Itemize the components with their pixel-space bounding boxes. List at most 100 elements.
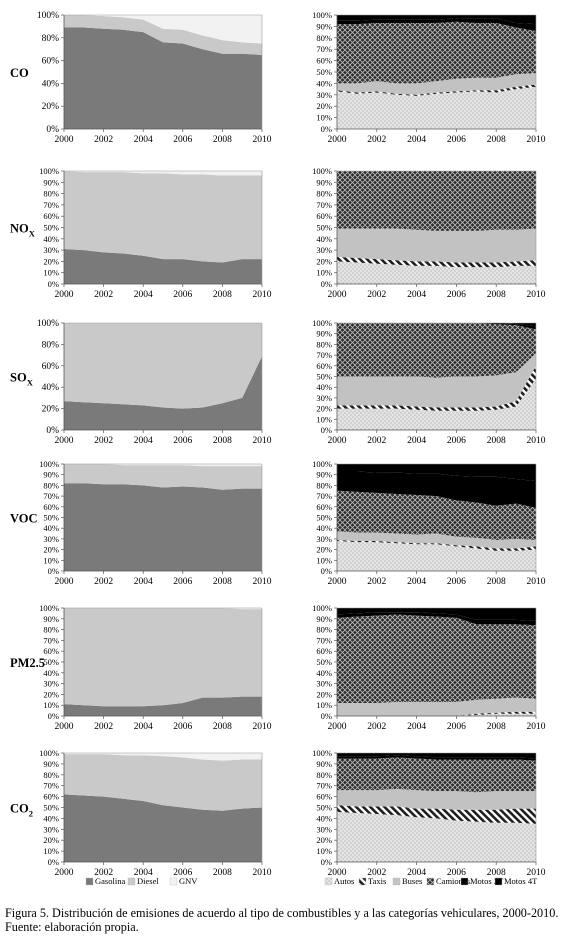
legend-label: GNV	[179, 876, 198, 886]
y-tick-label: 0%	[321, 711, 332, 721]
y-tick-label: 70%	[316, 200, 332, 210]
y-tick-label: 90%	[316, 614, 332, 624]
area-diesel	[64, 608, 262, 707]
x-tick-label: 2006	[447, 436, 466, 446]
row-label-subscript: 2	[29, 809, 33, 819]
x-tick-label: 2000	[328, 868, 347, 878]
x-tick-label: 2000	[328, 135, 347, 145]
y-tick-label: 0%	[321, 425, 332, 435]
y-tick-label: 50%	[43, 657, 59, 667]
area-autos	[337, 811, 536, 862]
row-label-main: NO	[10, 222, 29, 236]
area-diesel	[64, 171, 262, 263]
area-autos	[337, 86, 536, 129]
legend-label: Camiones	[436, 876, 470, 886]
area-gnv	[64, 753, 262, 761]
area-motos-4t	[337, 753, 536, 759]
y-tick-label: 90%	[316, 759, 332, 769]
legend-swatch	[426, 877, 435, 886]
area-taxis	[337, 540, 536, 551]
x-tick-label: 2004	[134, 722, 153, 732]
y-tick-label: 80%	[43, 189, 59, 199]
y-tick-label: 10%	[43, 268, 59, 278]
x-tick-label: 2004	[407, 577, 426, 587]
area-camiones	[337, 323, 536, 378]
x-tick-label: 2000	[55, 868, 74, 878]
x-tick-label: 2002	[367, 436, 386, 446]
y-tick-label: 70%	[43, 635, 59, 645]
y-tick-label: 70%	[316, 44, 332, 54]
caption-title: Figura 5. Distribución de emisiones de a…	[5, 906, 559, 920]
chart-9: 0%10%20%30%40%50%60%70%80%90%100% 2000 200…	[312, 603, 546, 732]
legend-swatch	[85, 877, 94, 886]
x-tick-label: 2010	[527, 290, 546, 300]
y-tick-label: 100%	[312, 459, 332, 469]
y-tick-label: 60%	[42, 57, 60, 67]
legend-item-autos: Autos	[324, 876, 354, 886]
x-tick-label: 2008	[213, 290, 232, 300]
y-tick-label: 70%	[316, 635, 332, 645]
row-label-subscript: X	[29, 229, 36, 239]
area-autos	[337, 541, 536, 571]
area-buses	[337, 531, 536, 549]
row-label: CO2	[10, 802, 33, 819]
x-tick-label: 2000	[328, 722, 347, 732]
y-tick-label: 20%	[316, 689, 332, 699]
x-tick-label: 2002	[367, 135, 386, 145]
y-tick-label: 100%	[39, 748, 59, 758]
x-tick-label: 2004	[134, 135, 153, 145]
area-buses	[337, 789, 536, 810]
area-camiones	[337, 757, 536, 793]
x-tick-label: 2004	[407, 135, 426, 145]
row-label-main: SO	[10, 371, 27, 385]
y-tick-label: 100%	[312, 748, 332, 758]
y-tick-label: 10%	[316, 700, 332, 710]
y-tick-label: 60%	[316, 792, 332, 802]
x-tick-label: 2010	[527, 135, 546, 145]
area-motos-4t	[337, 464, 536, 482]
y-tick-label: 60%	[316, 56, 332, 66]
area-buses	[337, 228, 536, 263]
y-tick-label: 20%	[316, 256, 332, 266]
y-tick-label: 20%	[43, 835, 59, 845]
x-tick-label: 2008	[213, 577, 232, 587]
y-tick-label: 60%	[316, 502, 332, 512]
area-gasolina	[64, 27, 262, 129]
x-tick-label: 2002	[94, 135, 113, 145]
y-tick-label: 30%	[43, 534, 59, 544]
area-gasolina	[64, 794, 262, 862]
x-tick-label: 2006	[447, 868, 466, 878]
y-tick-label: 90%	[316, 177, 332, 187]
y-tick-label: 100%	[39, 459, 59, 469]
x-tick-label: 2006	[447, 577, 466, 587]
x-tick-label: 2010	[253, 577, 272, 587]
legend-item-gnv: GNV	[169, 876, 198, 886]
legend-swatch	[324, 877, 333, 886]
y-tick-label: 0%	[48, 566, 59, 576]
y-tick-label: 30%	[43, 824, 59, 834]
x-tick-label: 2008	[213, 135, 232, 145]
y-tick-label: 0%	[321, 566, 332, 576]
x-tick-label: 2006	[173, 868, 192, 878]
area-motos-2t	[337, 612, 536, 626]
x-tick-label: 2002	[367, 722, 386, 732]
area-motos-2t	[337, 18, 536, 31]
x-tick-label: 2010	[253, 135, 272, 145]
x-tick-label: 2008	[487, 135, 506, 145]
y-tick-label: 100%	[39, 166, 59, 176]
y-tick-label: 80%	[43, 625, 59, 635]
row-label-main: CO	[10, 802, 29, 816]
x-tick-label: 2002	[94, 868, 113, 878]
y-tick-label: 60%	[316, 361, 332, 371]
y-tick-label: 20%	[43, 689, 59, 699]
x-tick-label: 2004	[134, 436, 153, 446]
y-tick-label: 60%	[43, 502, 59, 512]
y-tick-label: 70%	[316, 491, 332, 501]
y-tick-label: 100%	[312, 166, 332, 176]
x-tick-label: 2006	[173, 722, 192, 732]
x-tick-label: 2002	[367, 290, 386, 300]
y-tick-label: 100%	[312, 603, 332, 613]
y-tick-label: 30%	[43, 679, 59, 689]
x-tick-label: 2000	[328, 577, 347, 587]
x-tick-label: 2006	[447, 135, 466, 145]
